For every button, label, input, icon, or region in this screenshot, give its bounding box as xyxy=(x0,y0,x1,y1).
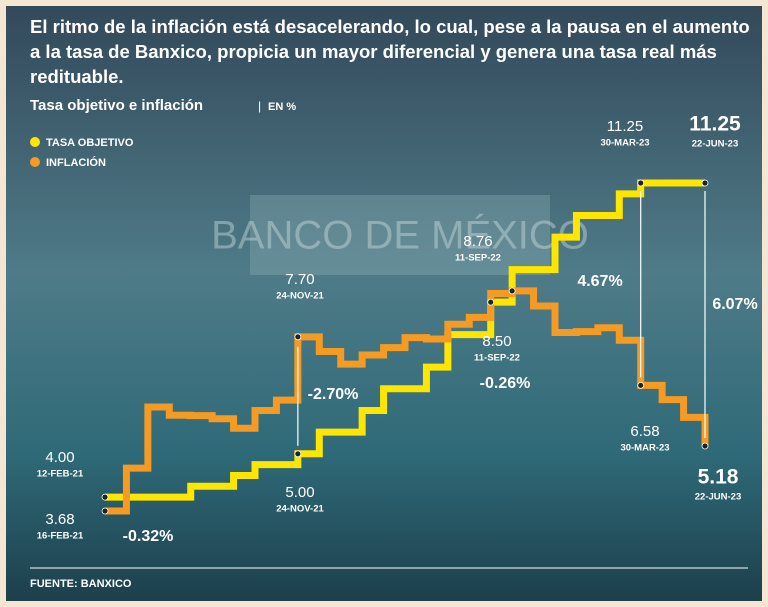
source: FUENTE: BANXICO xyxy=(30,578,132,590)
point-marker xyxy=(509,288,515,294)
annotation-date: 16-FEB-21 xyxy=(37,531,84,542)
chart-title: El ritmo de la inflación está desacelera… xyxy=(30,14,750,84)
annotation-date: 30-MAR-23 xyxy=(600,138,649,149)
legend-swatch xyxy=(30,157,40,167)
point-marker xyxy=(295,334,301,340)
point-marker xyxy=(702,180,708,186)
background-text: BANCO DE MÉXICO xyxy=(211,213,589,258)
annotation-value: 6.07% xyxy=(712,296,757,313)
annotation-value: -2.70% xyxy=(308,386,359,403)
point-marker xyxy=(488,299,494,305)
annotation-value: 7.70 xyxy=(285,271,314,288)
annotation-value: 3.68 xyxy=(45,511,74,528)
annotation-date: 12-FEB-21 xyxy=(37,469,84,480)
unit: EN % xyxy=(268,101,296,113)
annotation-date: 11-SEP-22 xyxy=(455,253,501,264)
point-marker xyxy=(702,443,708,449)
title-box: El ritmo de la inflación está desacelera… xyxy=(30,14,750,84)
annotation-value: -0.32% xyxy=(123,528,174,545)
point-marker xyxy=(102,494,108,500)
annotation-value: 4.67% xyxy=(577,273,622,290)
annotation-date: 11-SEP-22 xyxy=(474,353,520,364)
point-marker xyxy=(638,180,644,186)
annotation-date: 22-JUN-23 xyxy=(692,139,738,150)
point-marker xyxy=(638,382,644,388)
legend-label: INFLACIÓN xyxy=(46,156,106,169)
annotation-value: 5.00 xyxy=(285,484,314,501)
subtitle: Tasa objetivo e inflación xyxy=(30,97,203,114)
point-marker xyxy=(295,451,301,457)
annotation-date: 24-NOV-21 xyxy=(276,291,324,302)
annotation-value: 8.50 xyxy=(482,333,511,350)
annotation-date: 30-MAR-23 xyxy=(620,443,669,454)
annotation-value: -0.26% xyxy=(480,375,531,392)
infographic: BANCO DE MÉXICO El ritmo de la inflación… xyxy=(0,0,768,607)
annotation-value: 4.00 xyxy=(45,449,74,466)
annotation-value: 11.25 xyxy=(689,113,741,136)
legend-label: TASA OBJETIVO xyxy=(46,137,134,149)
separator: | xyxy=(258,99,261,113)
annotation-value: 6.58 xyxy=(630,423,659,440)
legend-swatch xyxy=(30,137,40,147)
annotation-value: 8.76 xyxy=(463,233,492,250)
annotation-value: 11.25 xyxy=(607,118,643,135)
annotation-value: 5.18 xyxy=(698,466,739,489)
annotation-date: 22-JUN-23 xyxy=(695,492,741,503)
annotation-date: 24-NOV-21 xyxy=(276,504,324,515)
point-marker xyxy=(102,508,108,514)
